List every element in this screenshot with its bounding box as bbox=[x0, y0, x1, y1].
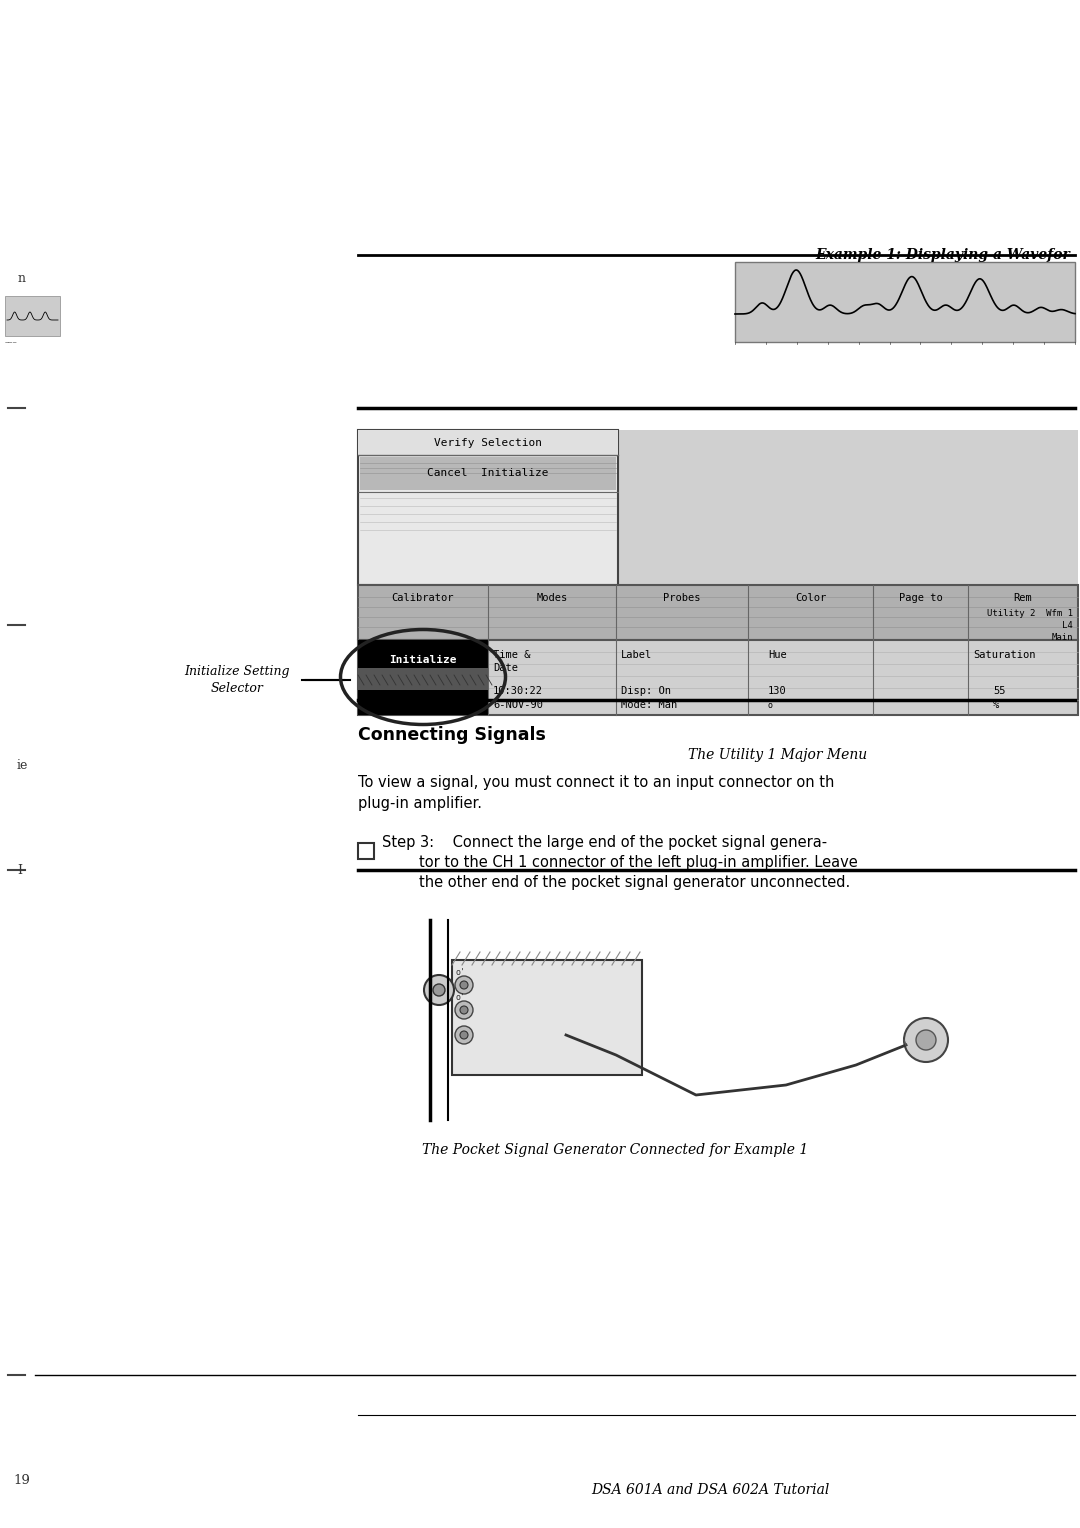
Text: Initialize Setting
Selector: Initialize Setting Selector bbox=[185, 665, 289, 695]
Text: 10:30:22: 10:30:22 bbox=[492, 686, 543, 695]
Bar bbox=[357, 585, 1078, 640]
Text: Time &: Time & bbox=[492, 649, 530, 660]
Text: Mode: Man: Mode: Man bbox=[621, 700, 677, 711]
Text: o': o' bbox=[456, 969, 465, 976]
Bar bbox=[357, 429, 618, 585]
Bar bbox=[453, 960, 642, 1076]
Text: Main: Main bbox=[1052, 633, 1074, 642]
Text: Disp: On: Disp: On bbox=[621, 686, 671, 695]
Text: Calibrator: Calibrator bbox=[392, 593, 455, 604]
Circle shape bbox=[460, 1031, 468, 1039]
Text: ie: ie bbox=[16, 758, 28, 772]
Text: Hue: Hue bbox=[768, 649, 786, 660]
Text: 55: 55 bbox=[993, 686, 1005, 695]
Text: Utility 2  Wfm 1: Utility 2 Wfm 1 bbox=[987, 608, 1074, 617]
Text: Cancel  Initialize: Cancel Initialize bbox=[428, 468, 549, 478]
Bar bbox=[5, 296, 60, 336]
Text: Connecting Signals: Connecting Signals bbox=[357, 726, 545, 744]
Text: Verify Selection: Verify Selection bbox=[434, 439, 542, 448]
Circle shape bbox=[455, 976, 473, 995]
Text: o': o' bbox=[456, 993, 465, 1002]
Text: I-: I- bbox=[17, 863, 27, 877]
Bar bbox=[357, 843, 374, 859]
Text: Modes: Modes bbox=[537, 593, 568, 604]
Bar bbox=[357, 640, 488, 715]
Text: %: % bbox=[993, 700, 999, 711]
Circle shape bbox=[455, 1025, 473, 1044]
Bar bbox=[735, 261, 1075, 342]
Bar bbox=[357, 640, 1078, 715]
Text: Probes: Probes bbox=[663, 593, 701, 604]
Bar bbox=[357, 668, 488, 691]
Text: Step 3:    Connect the large end of the pocket signal genera-: Step 3: Connect the large end of the poc… bbox=[382, 834, 827, 850]
Text: The Utility 1 Major Menu: The Utility 1 Major Menu bbox=[688, 749, 867, 762]
Text: Rem: Rem bbox=[1014, 593, 1032, 604]
Text: tor to the CH 1 connector of the left plug-in amplifier. Leave: tor to the CH 1 connector of the left pl… bbox=[382, 856, 858, 869]
Circle shape bbox=[460, 1005, 468, 1015]
Bar bbox=[360, 457, 616, 490]
Text: n: n bbox=[18, 272, 26, 284]
Text: 6-NOV-90: 6-NOV-90 bbox=[492, 700, 543, 711]
Text: Initialize: Initialize bbox=[389, 656, 457, 665]
Text: ~~~: ~~~ bbox=[5, 341, 17, 345]
Text: L4: L4 bbox=[1063, 620, 1074, 630]
Circle shape bbox=[455, 1001, 473, 1019]
Text: Date: Date bbox=[492, 663, 518, 672]
Circle shape bbox=[424, 975, 454, 1005]
Bar bbox=[357, 429, 1078, 660]
Text: 130: 130 bbox=[768, 686, 786, 695]
Circle shape bbox=[460, 981, 468, 989]
Text: Label: Label bbox=[621, 649, 652, 660]
Text: Saturation: Saturation bbox=[973, 649, 1036, 660]
Text: 19: 19 bbox=[14, 1473, 30, 1487]
Circle shape bbox=[904, 1018, 948, 1062]
Text: Page to: Page to bbox=[899, 593, 943, 604]
Text: To view a signal, you must connect it to an input connector on th
plug-in amplif: To view a signal, you must connect it to… bbox=[357, 775, 835, 811]
Circle shape bbox=[916, 1030, 936, 1050]
Text: The Pocket Signal Generator Connected for Example 1: The Pocket Signal Generator Connected fo… bbox=[422, 1143, 808, 1157]
Text: Example 1: Displaying a Wavefor: Example 1: Displaying a Wavefor bbox=[815, 248, 1070, 261]
Circle shape bbox=[433, 984, 445, 996]
Text: Color: Color bbox=[795, 593, 826, 604]
Text: the other end of the pocket signal generator unconnected.: the other end of the pocket signal gener… bbox=[382, 876, 850, 889]
Text: DSA 601A and DSA 602A Tutorial: DSA 601A and DSA 602A Tutorial bbox=[591, 1484, 829, 1497]
Bar bbox=[357, 429, 618, 455]
Text: o: o bbox=[768, 700, 773, 709]
